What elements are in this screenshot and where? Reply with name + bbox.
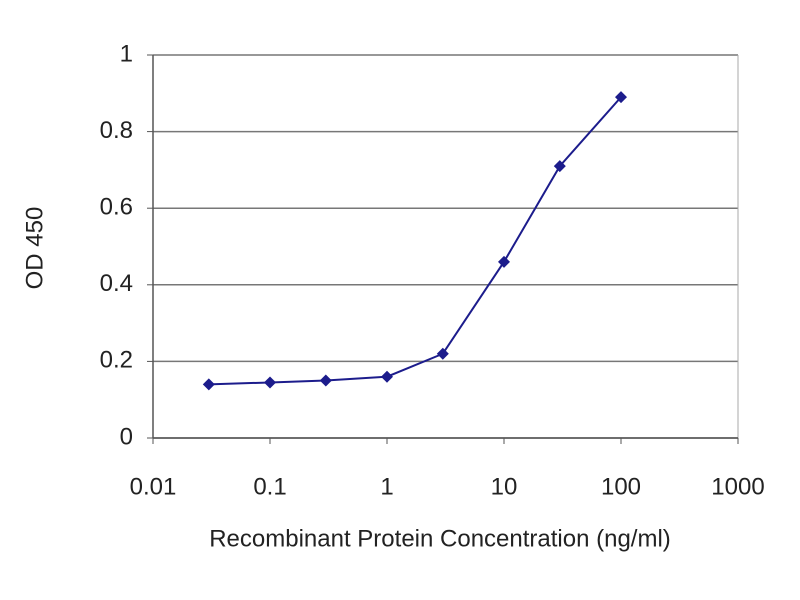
- x-tick-label: 10: [491, 473, 518, 500]
- x-tick-label: 1: [380, 473, 393, 500]
- y-tick-label: 0: [120, 423, 133, 450]
- marker: [553, 160, 566, 173]
- x-tick-label: 0.1: [253, 473, 286, 500]
- marker: [381, 370, 393, 383]
- marker: [202, 378, 215, 391]
- marker: [615, 91, 627, 104]
- x-tick-label: 1000: [711, 473, 764, 500]
- marker: [319, 374, 332, 387]
- y-tick-label: 0.4: [100, 270, 133, 297]
- series-line: [208, 96, 622, 386]
- y-axis-label: OD 450: [21, 207, 48, 290]
- y-tick-label: 1: [120, 40, 133, 67]
- x-tick-label: 0.01: [130, 473, 177, 500]
- marker: [498, 255, 510, 268]
- x-axis-label: Recombinant Protein Concentration (ng/ml…: [209, 525, 671, 552]
- y-tick-label: 0.2: [100, 347, 133, 374]
- y-tick-label: 0.6: [100, 194, 133, 221]
- x-tick-label: 100: [601, 473, 641, 500]
- marker: [436, 347, 449, 360]
- y-tick-label: 0.8: [100, 117, 133, 144]
- marker: [264, 376, 276, 389]
